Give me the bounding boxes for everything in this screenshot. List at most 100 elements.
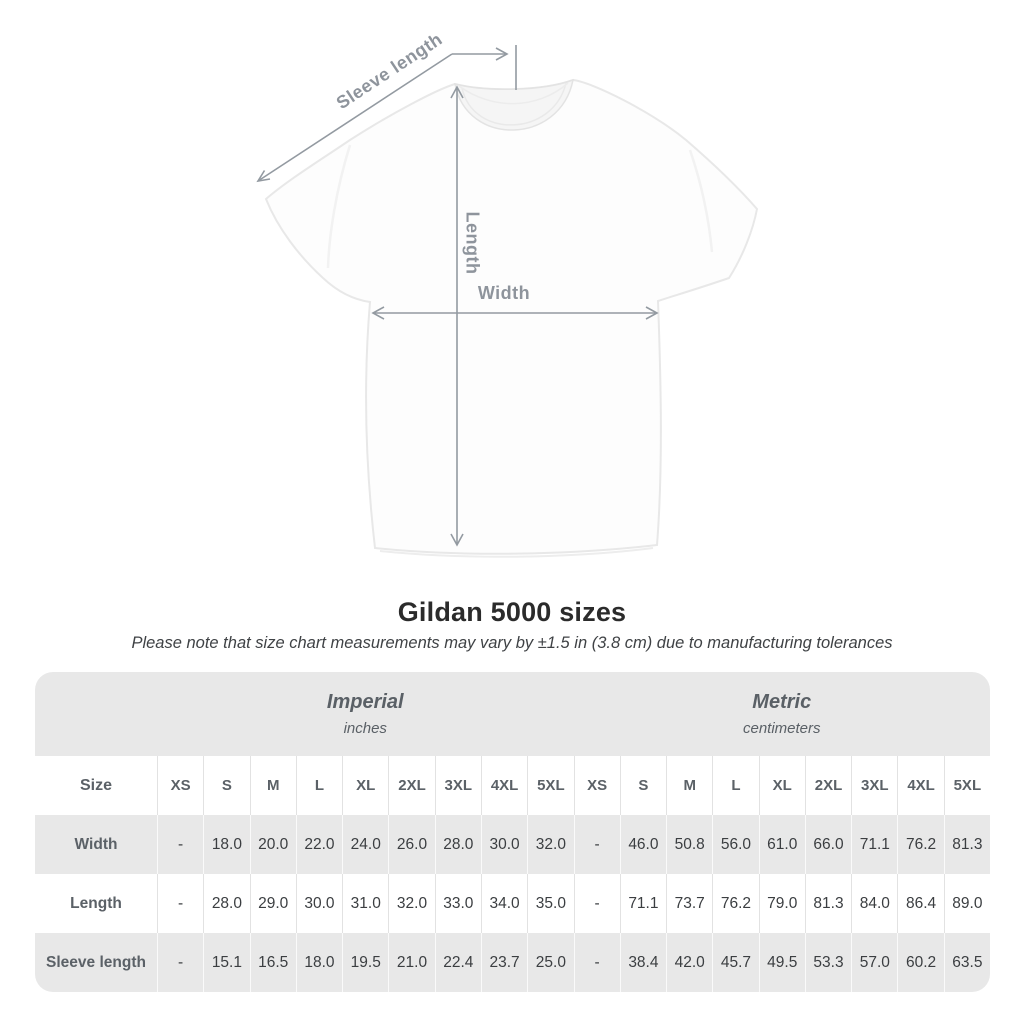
value-cell: 81.3 (804, 874, 851, 933)
band-imperial: Imperial inches (157, 672, 574, 756)
row-label-sleeve-length: Sleeve length (46, 953, 146, 971)
column-header-imperial-5xl: 5XL (527, 756, 573, 815)
left-sleeve-crease (326, 144, 352, 269)
value-cell: 86.4 (897, 874, 943, 933)
column-header-metric-s: S (619, 756, 666, 815)
value-cell: - (573, 874, 620, 933)
value-cell: 30.0 (295, 874, 342, 933)
size-table: Imperial inches Metric centimeters Size … (35, 672, 990, 992)
column-header-imperial-l: L (295, 756, 342, 815)
value-cell: 76.2 (897, 815, 943, 874)
value-cell: 18.0 (203, 815, 249, 874)
column-header-imperial-m: M (249, 756, 296, 815)
metric-unit: centimeters (742, 720, 821, 737)
value-cell: 53.3 (804, 933, 851, 992)
collar-opening (454, 78, 574, 131)
value-cell: 24.0 (342, 815, 388, 874)
value-cell: 45.7 (712, 933, 758, 992)
value-cell: 61.0 (758, 815, 805, 874)
value-cell: 84.0 (851, 874, 897, 933)
value-cell: - (573, 933, 620, 992)
value-cell: 73.7 (666, 874, 712, 933)
value-cell: 34.0 (480, 874, 527, 933)
size-column-header: Size (79, 776, 112, 794)
column-header-imperial-xl: XL (342, 756, 388, 815)
column-header-imperial-s: S (203, 756, 249, 815)
value-cell: - (157, 874, 203, 933)
value-cell: - (157, 933, 203, 992)
value-cell: 50.8 (666, 815, 712, 874)
collar-inner-rim (461, 82, 567, 126)
column-header-metric-m: M (666, 756, 712, 815)
band-corner (35, 672, 157, 756)
value-cell: 38.4 (619, 933, 666, 992)
table-row-sleeve-length: Sleeve length -15.1 16.5 18.0 19.5 21.0 22.4 2… (35, 933, 990, 992)
imperial-title: Imperial (326, 691, 404, 713)
value-cell: 22.4 (434, 933, 481, 992)
row-label-length: Length (70, 894, 122, 912)
collar-back-band (458, 82, 569, 105)
value-cell: 20.0 (249, 815, 296, 874)
column-header-metric-3xl: 3XL (851, 756, 897, 815)
value-cell: 28.0 (203, 874, 249, 933)
table-row-width: Width -18.0 20.0 22.0 24.0 26.0 28.0 30.0 32.0-… (35, 815, 990, 874)
value-cell: 32.0 (527, 815, 573, 874)
value-cell: 28.0 (434, 815, 481, 874)
value-cell: 33.0 (434, 874, 481, 933)
tolerance-note: Please note that size chart measurements… (131, 634, 893, 652)
sleeve-length-arrow (256, 45, 517, 183)
value-cell: 32.0 (388, 874, 434, 933)
value-cell: 42.0 (666, 933, 712, 992)
value-cell: 35.0 (527, 874, 573, 933)
page-title: Gildan 5000 sizes (397, 597, 627, 627)
value-cell: 66.0 (804, 815, 851, 874)
table-row-length: Length -28.0 29.0 30.0 31.0 32.0 33.0 34.0 35.0… (35, 874, 990, 933)
tshirt-silhouette (264, 78, 759, 555)
value-cell: 57.0 (851, 933, 897, 992)
value-cell: 23.7 (480, 933, 527, 992)
value-cell: 26.0 (388, 815, 434, 874)
value-cell: 49.5 (758, 933, 805, 992)
column-header-imperial-3xl: 3XL (434, 756, 481, 815)
length-label: Length (462, 212, 482, 275)
column-header-imperial-4xl: 4XL (480, 756, 527, 815)
value-cell: 19.5 (342, 933, 388, 992)
width-label: Width (478, 283, 530, 303)
size-header-row: Size XS S M L XL 2XL 3XL 4XL 5XL XS S M L XL 2XL 3XL 4XL… (35, 756, 990, 815)
value-cell: 56.0 (712, 815, 758, 874)
column-header-metric-l: L (712, 756, 758, 815)
value-cell: 79.0 (758, 874, 805, 933)
tshirt-diagram: Sleeve length Length Width (256, 29, 759, 558)
value-cell: 46.0 (619, 815, 666, 874)
column-header-metric-xl: XL (758, 756, 805, 815)
column-header-imperial-xs: XS (157, 756, 203, 815)
row-label-width: Width (74, 835, 118, 853)
value-cell: 30.0 (480, 815, 527, 874)
column-header-metric-2xl: 2XL (804, 756, 851, 815)
value-cell: 25.0 (527, 933, 573, 992)
value-cell: 63.5 (943, 933, 990, 992)
value-cell: 81.3 (943, 815, 990, 874)
column-header-metric-4xl: 4XL (897, 756, 943, 815)
band-metric: Metric centimeters (574, 672, 991, 756)
imperial-unit: inches (343, 720, 387, 737)
value-cell: 60.2 (897, 933, 943, 992)
value-cell: 29.0 (249, 874, 296, 933)
value-cell: 71.1 (619, 874, 666, 933)
value-cell: 15.1 (203, 933, 249, 992)
value-cell: 31.0 (342, 874, 388, 933)
value-cell: 89.0 (943, 874, 990, 933)
value-cell: 71.1 (851, 815, 897, 874)
width-arrow (371, 306, 659, 320)
column-header-metric-5xl: 5XL (943, 756, 990, 815)
length-arrow (450, 85, 464, 547)
value-cell: - (573, 815, 620, 874)
value-cell: 16.5 (249, 933, 296, 992)
unit-band: Imperial inches Metric centimeters (35, 672, 990, 756)
column-header-imperial-2xl: 2XL (388, 756, 434, 815)
right-sleeve-crease (688, 149, 714, 253)
value-cell: 18.0 (295, 933, 342, 992)
hem-shadow (379, 547, 654, 558)
value-cell: 22.0 (295, 815, 342, 874)
